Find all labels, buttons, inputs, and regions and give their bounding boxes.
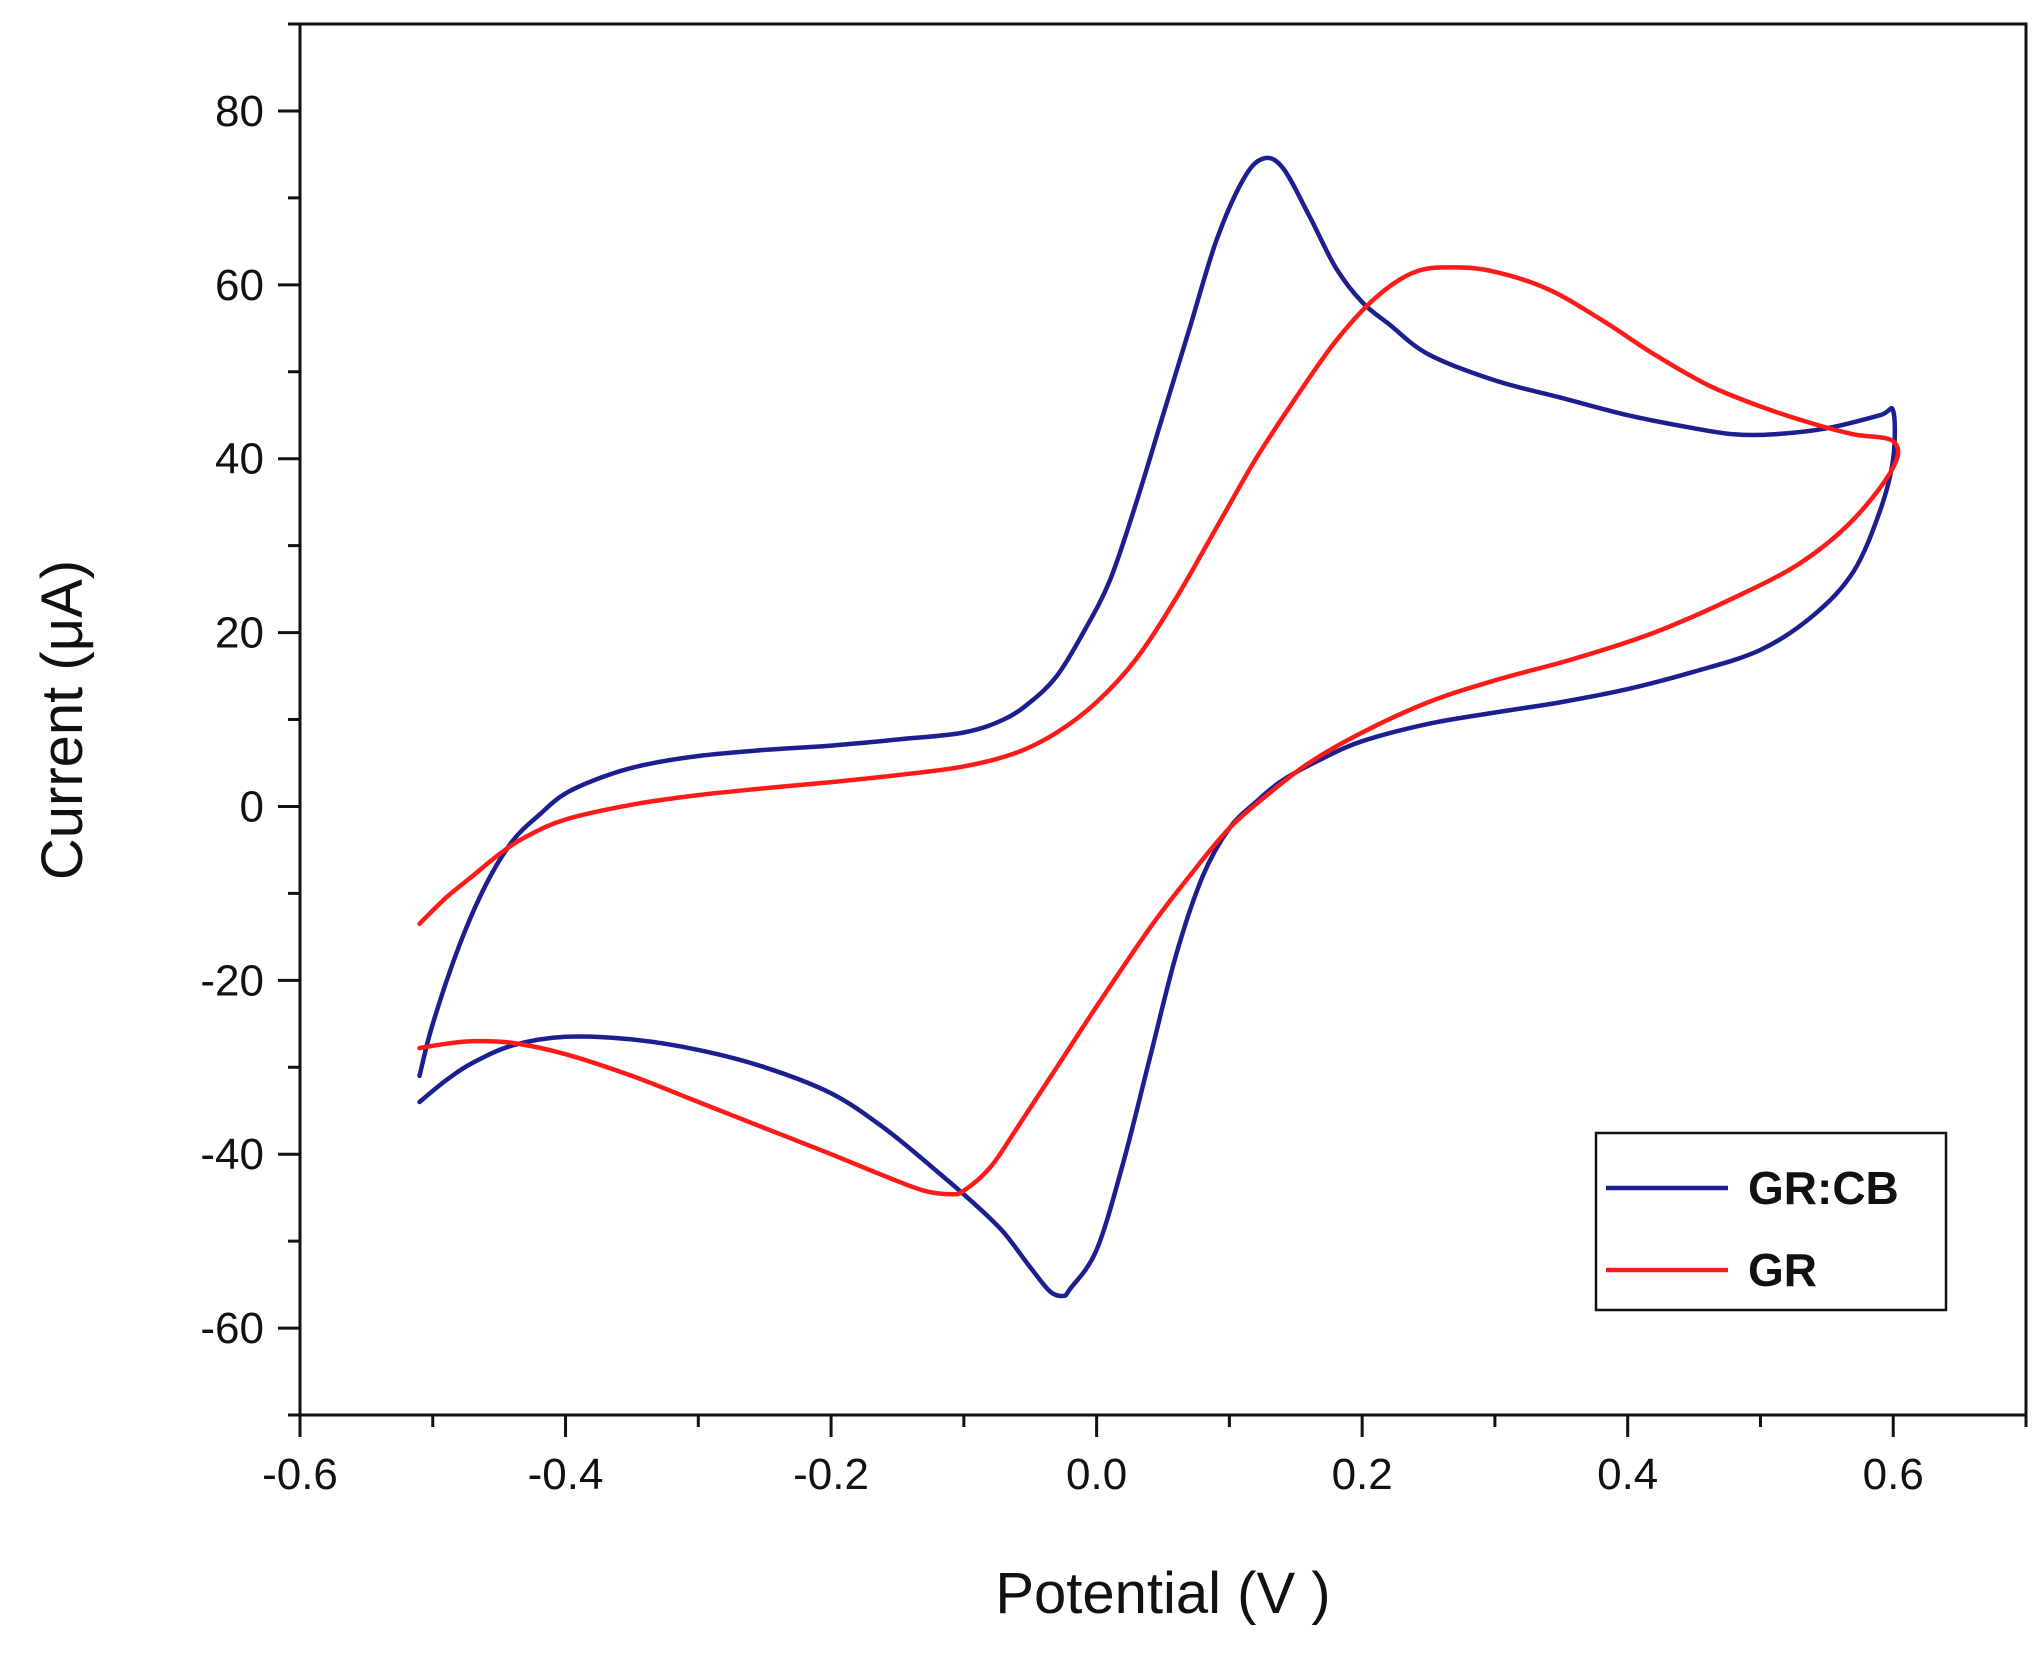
legend-label-gr-cb: GR:CB [1748,1162,1899,1214]
x-axis-title: Potential (V ) [995,1561,1330,1626]
series-line-gr [417,265,1901,1197]
y-tick-label: 20 [215,609,264,658]
legend-box [1594,1131,1948,1312]
y-tick-label: 60 [215,261,264,310]
legend: GR:CB GR [1594,1131,1948,1312]
series-layer [417,155,1901,1299]
y-tick-label: -20 [200,956,264,1005]
y-tick-label: -40 [200,1130,264,1179]
y-tick-label: 40 [215,435,264,484]
x-tick-label: -0.6 [262,1450,338,1499]
x-tick-label: 0.0 [1066,1450,1127,1499]
x-tick-label: 0.4 [1597,1450,1658,1499]
series-line-gr-cb [417,155,1898,1299]
legend-label-gr: GR [1748,1244,1817,1296]
x-tick-label: 0.6 [1863,1450,1924,1499]
y-tick-label: 80 [215,87,264,136]
x-tick-label: -0.4 [528,1450,604,1499]
x-axis: -0.6 -0.4 -0.2 0.0 0.2 0.4 0.6 [262,1415,2028,1499]
y-axis: -60 -40 -20 0 20 40 60 80 [200,22,300,1417]
y-axis-title: Current (μA) [30,560,95,880]
y-tick-label: -60 [200,1304,264,1353]
x-tick-label: -0.2 [793,1450,869,1499]
y-tick-label: 0 [240,782,264,831]
x-tick-label: 0.2 [1332,1450,1393,1499]
